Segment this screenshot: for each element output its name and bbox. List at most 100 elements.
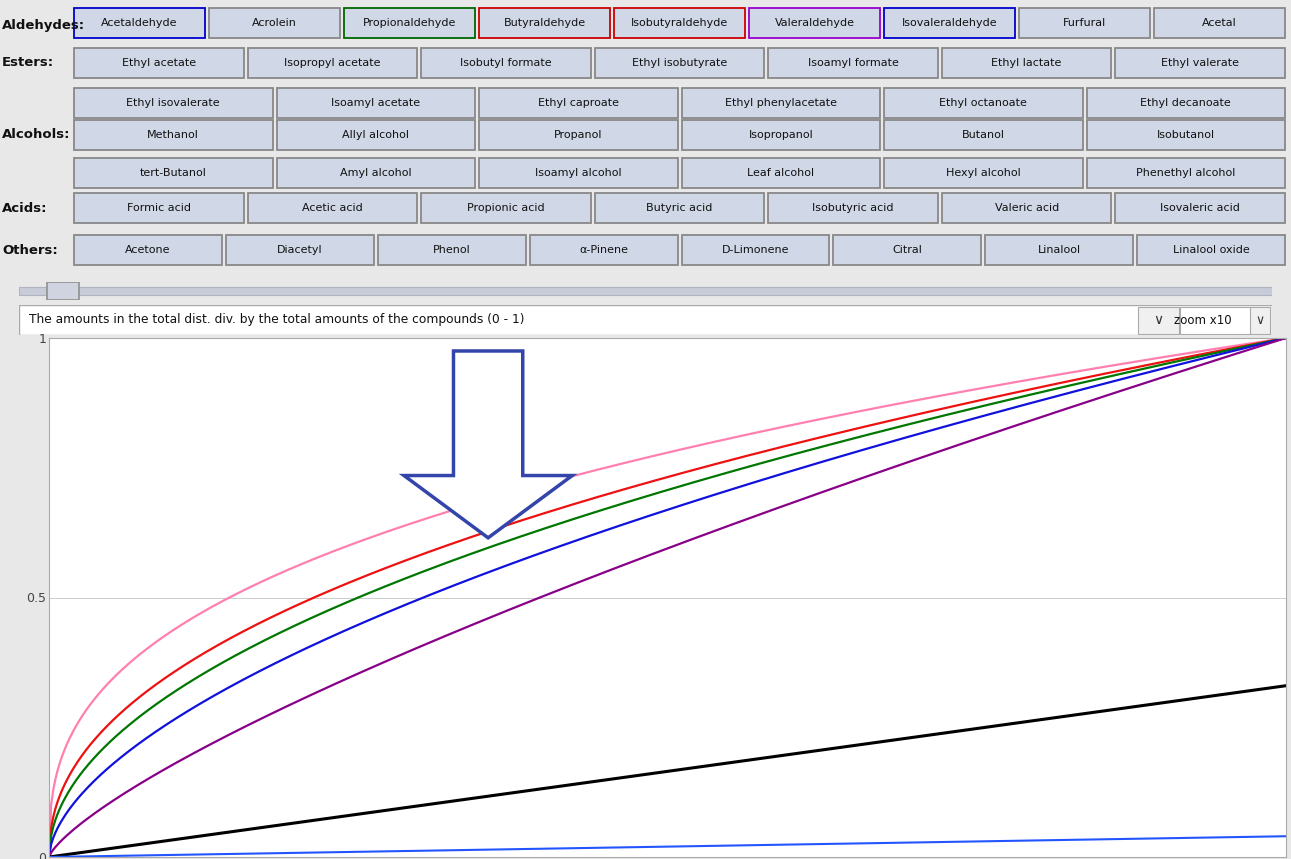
FancyBboxPatch shape: [479, 8, 611, 38]
FancyBboxPatch shape: [74, 235, 222, 265]
Text: Acetaldehyde: Acetaldehyde: [101, 18, 178, 28]
FancyBboxPatch shape: [529, 235, 678, 265]
FancyBboxPatch shape: [834, 235, 981, 265]
Text: Alcohols:: Alcohols:: [3, 129, 71, 142]
Text: Acetone: Acetone: [125, 245, 170, 255]
Text: Acids:: Acids:: [3, 202, 48, 215]
Polygon shape: [404, 351, 572, 538]
Text: Propionaldehyde: Propionaldehyde: [363, 18, 456, 28]
Text: Ethyl isobutyrate: Ethyl isobutyrate: [631, 58, 727, 68]
FancyBboxPatch shape: [884, 120, 1082, 150]
FancyBboxPatch shape: [942, 48, 1112, 78]
FancyBboxPatch shape: [682, 235, 829, 265]
FancyBboxPatch shape: [74, 48, 244, 78]
FancyBboxPatch shape: [768, 48, 937, 78]
FancyBboxPatch shape: [343, 8, 475, 38]
Text: α-Pinene: α-Pinene: [580, 245, 627, 255]
Text: Ethyl acetate: Ethyl acetate: [121, 58, 196, 68]
Text: Citral: Citral: [892, 245, 922, 255]
Text: Esters:: Esters:: [3, 56, 54, 69]
FancyBboxPatch shape: [479, 120, 678, 150]
Text: Propanol: Propanol: [554, 130, 603, 140]
Text: Butyraldehyde: Butyraldehyde: [503, 18, 586, 28]
FancyBboxPatch shape: [479, 88, 678, 118]
Text: zoom x10: zoom x10: [1174, 314, 1232, 326]
FancyBboxPatch shape: [884, 88, 1082, 118]
Text: Butyric acid: Butyric acid: [647, 203, 713, 213]
FancyBboxPatch shape: [74, 88, 272, 118]
Text: Ethyl isovalerate: Ethyl isovalerate: [127, 98, 219, 108]
FancyBboxPatch shape: [46, 283, 80, 300]
FancyBboxPatch shape: [1087, 120, 1285, 150]
Text: Isoamyl acetate: Isoamyl acetate: [332, 98, 421, 108]
FancyBboxPatch shape: [1087, 88, 1285, 118]
Text: Ethyl lactate: Ethyl lactate: [991, 58, 1061, 68]
Text: Isobutyric acid: Isobutyric acid: [812, 203, 893, 213]
FancyBboxPatch shape: [74, 158, 272, 188]
Text: Acetic acid: Acetic acid: [302, 203, 363, 213]
FancyBboxPatch shape: [1154, 8, 1285, 38]
Text: Linalool: Linalool: [1038, 245, 1081, 255]
FancyBboxPatch shape: [768, 193, 937, 223]
Text: Ethyl octanoate: Ethyl octanoate: [940, 98, 1028, 108]
Text: Isopropyl acetate: Isopropyl acetate: [284, 58, 381, 68]
Text: Valeric acid: Valeric acid: [994, 203, 1059, 213]
FancyBboxPatch shape: [682, 158, 880, 188]
Text: Isoamyl formate: Isoamyl formate: [808, 58, 899, 68]
Text: Butanol: Butanol: [962, 130, 1004, 140]
Text: Allyl alcohol: Allyl alcohol: [342, 130, 409, 140]
FancyBboxPatch shape: [248, 48, 417, 78]
FancyBboxPatch shape: [226, 235, 374, 265]
FancyBboxPatch shape: [595, 48, 764, 78]
FancyBboxPatch shape: [1087, 158, 1285, 188]
Text: Isobutanol: Isobutanol: [1157, 130, 1215, 140]
FancyBboxPatch shape: [209, 8, 340, 38]
Text: Isovaleric acid: Isovaleric acid: [1161, 203, 1241, 213]
Text: Ethyl valerate: Ethyl valerate: [1161, 58, 1239, 68]
FancyBboxPatch shape: [276, 88, 475, 118]
FancyBboxPatch shape: [595, 193, 764, 223]
FancyBboxPatch shape: [74, 120, 272, 150]
FancyBboxPatch shape: [682, 120, 880, 150]
FancyBboxPatch shape: [421, 48, 591, 78]
Text: Isobutyl formate: Isobutyl formate: [460, 58, 551, 68]
Text: Isobutyraldehyde: Isobutyraldehyde: [631, 18, 728, 28]
FancyBboxPatch shape: [479, 158, 678, 188]
FancyBboxPatch shape: [1115, 48, 1285, 78]
FancyBboxPatch shape: [276, 120, 475, 150]
Text: Methanol: Methanol: [147, 130, 199, 140]
FancyBboxPatch shape: [884, 8, 1015, 38]
Text: Ethyl decanoate: Ethyl decanoate: [1140, 98, 1232, 108]
FancyBboxPatch shape: [615, 8, 745, 38]
Text: Leaf alcohol: Leaf alcohol: [747, 168, 815, 178]
Text: Ethyl caproate: Ethyl caproate: [538, 98, 618, 108]
Text: ∨: ∨: [1153, 313, 1163, 327]
Text: tert-Butanol: tert-Butanol: [139, 168, 207, 178]
Text: Isopropanol: Isopropanol: [749, 130, 813, 140]
FancyBboxPatch shape: [682, 88, 880, 118]
FancyBboxPatch shape: [74, 8, 205, 38]
FancyBboxPatch shape: [19, 305, 1272, 335]
Text: Linalool oxide: Linalool oxide: [1172, 245, 1250, 255]
Text: Amyl alcohol: Amyl alcohol: [340, 168, 412, 178]
Text: Phenol: Phenol: [432, 245, 470, 255]
FancyBboxPatch shape: [1180, 307, 1261, 333]
Text: Phenethyl alcohol: Phenethyl alcohol: [1136, 168, 1235, 178]
FancyBboxPatch shape: [19, 288, 1272, 295]
FancyBboxPatch shape: [942, 193, 1112, 223]
Text: Aldehydes:: Aldehydes:: [3, 19, 85, 32]
FancyBboxPatch shape: [248, 193, 417, 223]
Text: Hexyl alcohol: Hexyl alcohol: [946, 168, 1021, 178]
Text: Ethyl phenylacetate: Ethyl phenylacetate: [724, 98, 837, 108]
Text: Diacetyl: Diacetyl: [278, 245, 323, 255]
Text: Others:: Others:: [3, 243, 58, 257]
FancyBboxPatch shape: [421, 193, 591, 223]
FancyBboxPatch shape: [1019, 8, 1150, 38]
FancyBboxPatch shape: [74, 193, 244, 223]
FancyBboxPatch shape: [749, 8, 880, 38]
Text: Acrolein: Acrolein: [252, 18, 297, 28]
FancyBboxPatch shape: [884, 158, 1082, 188]
FancyBboxPatch shape: [1137, 307, 1179, 333]
FancyBboxPatch shape: [1115, 193, 1285, 223]
Text: The amounts in the total dist. div. by the total amounts of the compounds (0 - 1: The amounts in the total dist. div. by t…: [30, 314, 525, 326]
